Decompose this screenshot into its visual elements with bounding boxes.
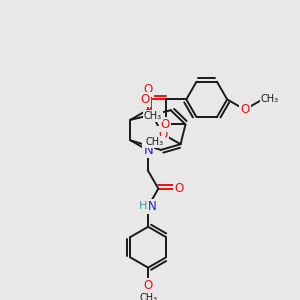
Text: CH₃: CH₃	[146, 137, 164, 147]
Text: H: H	[138, 201, 147, 211]
Text: O: O	[160, 118, 170, 131]
Text: N: N	[148, 200, 156, 213]
Text: CH₃: CH₃	[261, 94, 279, 104]
Text: O: O	[174, 182, 183, 195]
Text: CH₃: CH₃	[139, 293, 157, 300]
Text: O: O	[143, 279, 153, 292]
Text: O: O	[143, 83, 153, 96]
Text: CH₃: CH₃	[144, 111, 162, 121]
Text: O: O	[141, 93, 150, 106]
Text: O: O	[240, 103, 250, 116]
Text: N: N	[143, 144, 153, 157]
Text: O: O	[158, 128, 167, 140]
